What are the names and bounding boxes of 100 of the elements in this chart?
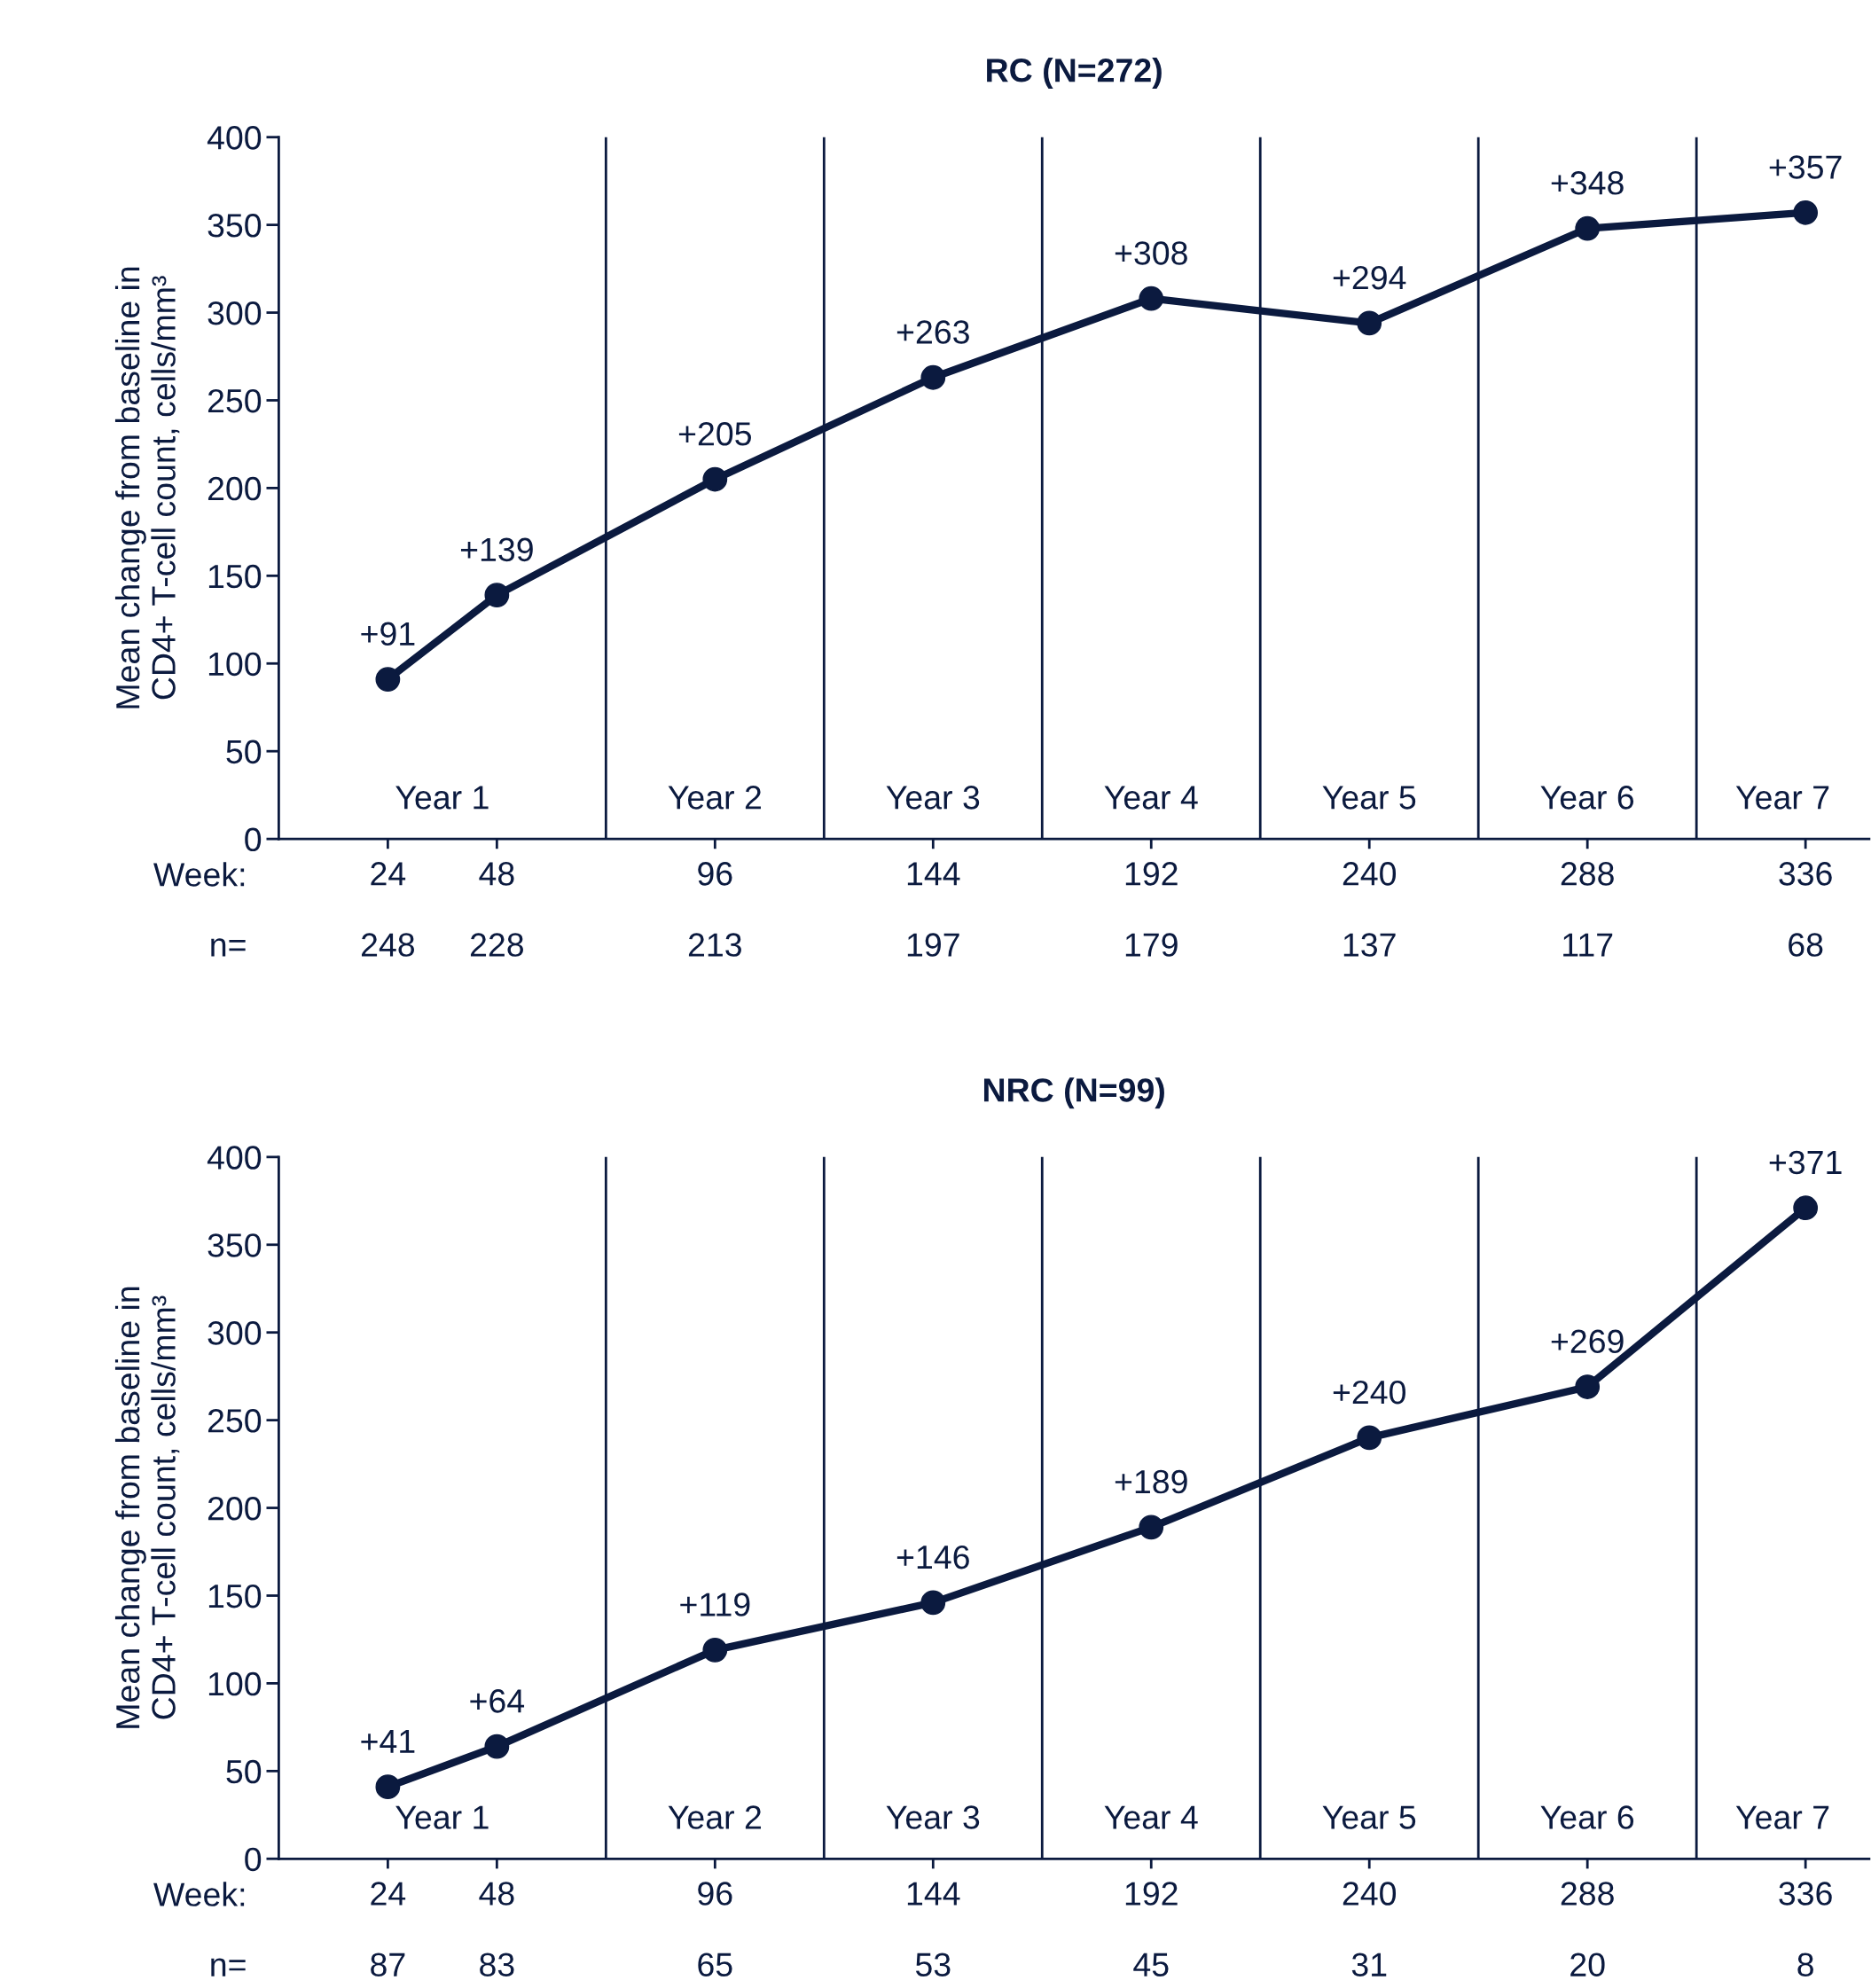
text: n=	[211, 938, 246, 957]
annotation: Year 7	[1735, 1805, 1829, 1829]
x-tick-label: 336	[1779, 1882, 1832, 1906]
data-label: +64	[470, 1689, 525, 1713]
annotation: Year 3	[886, 786, 980, 810]
x-tick-label: 240	[1343, 1882, 1397, 1906]
x-tick-label: 288	[1561, 1882, 1614, 1906]
y-tick-label: 300	[207, 301, 262, 325]
x-tick-label: 24	[371, 862, 406, 886]
point	[1793, 200, 1819, 225]
text: 228	[470, 933, 524, 957]
y-tick-label: 0	[245, 1847, 262, 1872]
x-tick-label: 192	[1125, 862, 1178, 886]
text: 20	[1570, 1953, 1605, 1977]
y-tick-label: 250	[207, 388, 262, 413]
annotation: Year 5	[1322, 1805, 1416, 1829]
annotation: Year 5	[1322, 786, 1416, 810]
x-tick-label: 96	[698, 1882, 732, 1906]
y-tick-label: 350	[207, 1233, 262, 1257]
text: 65	[698, 1953, 732, 1977]
x-tick-label: 192	[1125, 1882, 1178, 1906]
text: 83	[480, 1953, 514, 1977]
text: 8	[1797, 1953, 1813, 1977]
data-label: +263	[896, 320, 969, 344]
text: 31	[1351, 1953, 1387, 1977]
data-label: +189	[1115, 1469, 1187, 1494]
text: Week:	[153, 862, 245, 887]
text: 45	[1133, 1953, 1169, 1977]
point	[1575, 1374, 1601, 1399]
point	[375, 1774, 401, 1800]
data-label: +91	[361, 622, 415, 646]
y-axis-title: Mean change from baseline in CD4+ T-cell count, cells/mm³	[114, 267, 180, 708]
annotation: Year 3	[886, 1805, 980, 1829]
point	[1139, 286, 1164, 311]
y-tick-label: 100	[208, 1671, 262, 1696]
y-tick-label: 100	[208, 652, 262, 677]
y-tick-label: 250	[207, 1409, 262, 1433]
text: 87	[371, 1953, 405, 1977]
y-tick-label: 50	[226, 1759, 262, 1784]
data-label: +146	[896, 1545, 969, 1569]
point	[920, 364, 946, 390]
point	[920, 1590, 946, 1616]
data-label: +240	[1333, 1380, 1405, 1405]
data-label: +294	[1333, 265, 1406, 290]
y-tick-label: 400	[207, 1146, 262, 1170]
annotation: Year 4	[1104, 1805, 1198, 1829]
annotation: Year 1	[395, 1805, 489, 1829]
data-label: +119	[680, 1593, 750, 1616]
x-tick-label: 240	[1343, 862, 1397, 886]
y-axis-title: Mean change from baseline in CD4+ T-cell count, cells/mm³	[114, 1287, 180, 1728]
data-label: +41	[361, 1730, 415, 1753]
text: n=	[211, 1958, 246, 1976]
x-tick-label: 48	[479, 1882, 514, 1906]
point	[702, 466, 728, 492]
data-label: +371	[1769, 1150, 1842, 1175]
point	[702, 1637, 728, 1663]
annotation: Year 6	[1540, 1805, 1634, 1829]
y-tick-label: 150	[208, 564, 262, 589]
data-label: +357	[1769, 155, 1842, 179]
y-tick-label: 350	[207, 214, 262, 238]
x-tick-label: 96	[698, 862, 732, 886]
point	[1357, 310, 1382, 336]
y-tick-label: 150	[208, 1584, 262, 1608]
text: 197	[907, 933, 959, 957]
point	[1575, 215, 1601, 241]
x-tick-label: 24	[371, 1882, 406, 1906]
data-label: +269	[1551, 1329, 1624, 1354]
text: 53	[915, 1953, 951, 1977]
x-tick-label: 336	[1779, 862, 1832, 886]
x-tick-label: 48	[479, 862, 514, 886]
annotation: Year 2	[668, 786, 761, 810]
text: 248	[361, 933, 415, 957]
x-tick-label: 144	[907, 862, 960, 886]
y-tick-label: 200	[207, 476, 262, 501]
y-tick-label: 400	[207, 126, 262, 150]
text: 137	[1343, 933, 1396, 957]
annotation: Year 4	[1104, 786, 1198, 810]
data-label: +139	[460, 537, 533, 562]
text: Week:	[153, 1882, 245, 1906]
chart-title: NRC (N=99)	[983, 1077, 1164, 1109]
data-label: +348	[1551, 171, 1624, 195]
y-tick-label: 300	[207, 1321, 262, 1345]
point	[484, 583, 510, 607]
y-tick-label: 200	[207, 1496, 262, 1521]
point	[484, 1734, 510, 1759]
annotation: Year 6	[1540, 786, 1634, 810]
text: 68	[1789, 933, 1823, 957]
y-tick-label: 0	[245, 827, 262, 852]
annotation: Year 1	[395, 786, 489, 810]
text: 179	[1125, 933, 1178, 957]
y-tick-label: 50	[226, 740, 262, 764]
annotation: Year 2	[668, 1805, 761, 1829]
data-label: +205	[678, 422, 751, 446]
point	[1357, 1425, 1382, 1451]
annotation: Year 7	[1735, 786, 1829, 810]
point	[1793, 1195, 1819, 1221]
chart-title: RC (N=272)	[987, 58, 1162, 89]
x-tick-label: 288	[1561, 862, 1614, 886]
x-tick-label: 144	[907, 1882, 960, 1906]
point	[375, 667, 401, 692]
